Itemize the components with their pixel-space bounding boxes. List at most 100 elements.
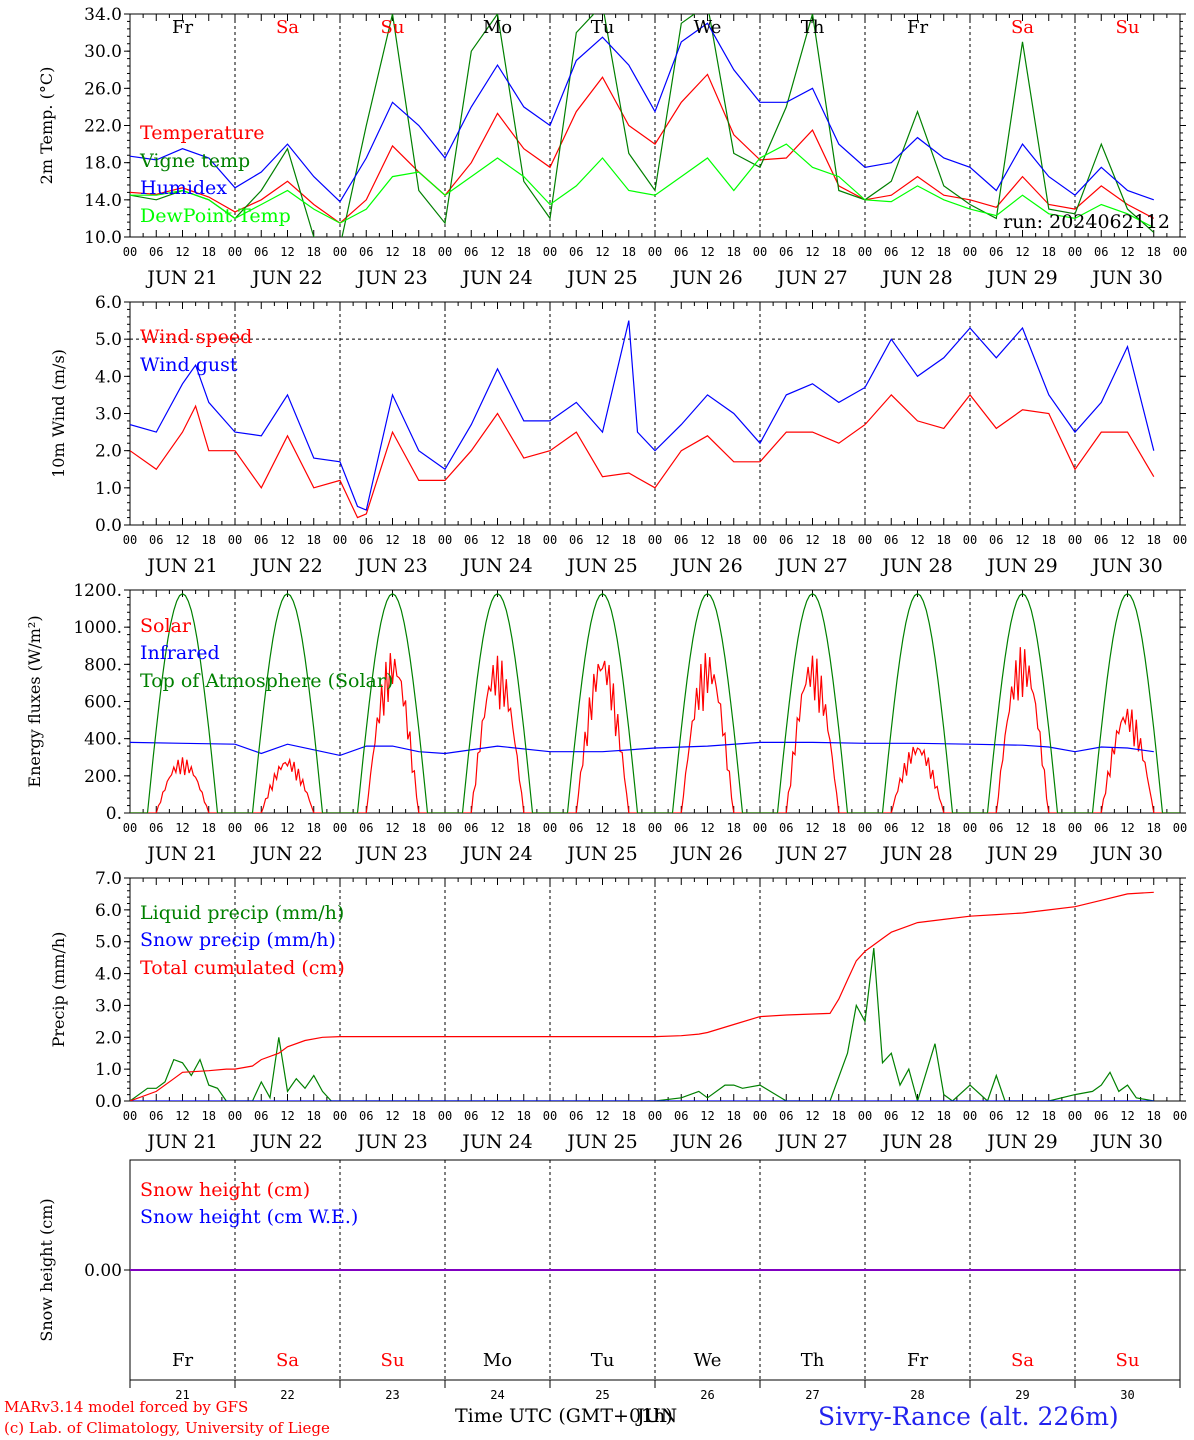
legend-entry: Total cumulated (cm) [140, 957, 345, 979]
weekday-label: Sa [276, 1350, 299, 1371]
y-tick-label: 2.0 [95, 442, 122, 462]
x-hour-label: 12 [280, 1109, 294, 1123]
x-date-label: JUN 25 [565, 843, 637, 865]
x-hour-label: 18 [727, 245, 741, 259]
y-tick-label: 1.0 [95, 479, 122, 499]
x-hour-label: 18 [202, 245, 216, 259]
x-date-label: JUN 23 [355, 843, 427, 865]
x-hour-label: 06 [569, 533, 583, 547]
x-hour-label: 12 [700, 821, 714, 835]
station-label: Sivry-Rance (alt. 226m) [818, 1402, 1119, 1431]
x-hour-label: 06 [779, 533, 793, 547]
x-date-label: JUN 30 [1090, 267, 1162, 289]
y-tick-label: 0. [106, 804, 122, 824]
x-hour-label: 00 [543, 245, 557, 259]
x-hour-label: 00 [123, 533, 137, 547]
x-hour-label: 06 [149, 821, 163, 835]
x-hour-label: 00 [1068, 245, 1082, 259]
y-tick-label: 26.0 [84, 79, 122, 99]
x-hour-label: 12 [910, 245, 924, 259]
y-tick-label: 0.0 [95, 516, 122, 536]
y-tick-label: 14.0 [84, 191, 122, 211]
y-axis-label: 2m Temp. (°C) [37, 67, 56, 185]
x-date-label: JUN 23 [355, 1131, 427, 1153]
x-hour-label: 18 [727, 533, 741, 547]
x-hour-label: 06 [989, 821, 1003, 835]
x-hour-label: 06 [1094, 821, 1108, 835]
weekday-label: Su [381, 1350, 405, 1371]
panel-4 [124, 877, 1186, 1102]
x-hour-label: 00 [228, 533, 242, 547]
x-hour-label: 18 [517, 1109, 531, 1123]
x-hour-label: 12 [280, 533, 294, 547]
y-tick-label: 34.0 [84, 5, 122, 25]
y-tick-label: 2.0 [95, 1028, 122, 1048]
x-hour-label: 00 [648, 533, 662, 547]
x-hour-label: 00 [123, 821, 137, 835]
x-hour-label: 06 [884, 1109, 898, 1123]
x-hour-label: 00 [1068, 821, 1082, 835]
x-hour-label: 18 [517, 821, 531, 835]
x-hour-label: 00 [858, 1109, 872, 1123]
y-tick-label: 200. [84, 767, 122, 787]
series-line-solar [130, 647, 1180, 813]
x-hour-label: 18 [1147, 1109, 1161, 1123]
x-hour-label: 06 [884, 245, 898, 259]
x-hour-label: 06 [989, 1109, 1003, 1123]
series-line-total-cumulated-cm- [130, 891, 1154, 1101]
x-date-label: JUN 21 [145, 1131, 217, 1153]
x-hour-label: 18 [517, 245, 531, 259]
legend-entry: Snow height (cm W.E.) [140, 1206, 358, 1228]
x-date-label: JUN 24 [460, 555, 532, 577]
weekday-label: Th [801, 1350, 825, 1371]
weekday-label: Fr [172, 17, 193, 38]
x-hour-label: 06 [1094, 245, 1108, 259]
legend-entry: DewPoint Temp [140, 205, 291, 227]
weekday-label: Mo [483, 1350, 512, 1371]
x-hour-label: 18 [1147, 821, 1161, 835]
x-date-label: JUN 23 [355, 267, 427, 289]
x-hour-label: 12 [490, 821, 504, 835]
series-line-wind-speed [130, 393, 1155, 519]
series-line-liquid-precip-mm-h- [130, 948, 1154, 1101]
x-hour-label: 12 [385, 1109, 399, 1123]
x-hour-label: 12 [175, 245, 189, 259]
x-hour-label: 12 [805, 1109, 819, 1123]
legend-entry: Wind speed [140, 326, 252, 348]
day-number-label: 30 [1120, 1388, 1134, 1402]
x-hour-label: 00 [1173, 1109, 1187, 1123]
x-hour-label: 00 [228, 821, 242, 835]
x-hour-label: 18 [412, 1109, 426, 1123]
panel-1 [124, 13, 1186, 238]
x-hour-label: 06 [464, 245, 478, 259]
y-tick-label: 600. [84, 693, 122, 713]
x-hour-label: 00 [543, 1109, 557, 1123]
x-hour-label: 06 [464, 821, 478, 835]
legend-entry: Temperature [140, 122, 264, 144]
x-date-label: JUN 27 [775, 555, 847, 577]
x-date-label: JUN 29 [985, 267, 1057, 289]
legend-entry: Snow height (cm) [140, 1179, 310, 1201]
footer-model: MARv3.14 model forced by GFS [4, 1398, 249, 1416]
x-hour-label: 00 [1173, 533, 1187, 547]
x-hour-label: 18 [202, 1109, 216, 1123]
x-hour-label: 06 [149, 1109, 163, 1123]
x-date-label: JUN 22 [250, 267, 322, 289]
series-line-humidex [130, 22, 1155, 203]
y-tick-label: 30.0 [84, 42, 122, 62]
plot-frame [129, 301, 1181, 526]
weekday-label: We [694, 1350, 722, 1371]
day-number-label: 29 [1015, 1388, 1029, 1402]
x-hour-label: 12 [910, 533, 924, 547]
weekday-label: Fr [907, 17, 928, 38]
weekday-label: Fr [172, 1350, 193, 1371]
y-tick-label: 4.0 [95, 367, 122, 387]
x-hour-label: 00 [333, 245, 347, 259]
x-hour-label: 00 [963, 533, 977, 547]
x-hour-label: 18 [622, 821, 636, 835]
y-tick-label: 6.0 [95, 901, 122, 921]
legend-entry: Infrared [140, 642, 220, 664]
x-hour-label: 00 [438, 245, 452, 259]
x-hour-label: 18 [412, 821, 426, 835]
x-hour-label: 00 [228, 245, 242, 259]
